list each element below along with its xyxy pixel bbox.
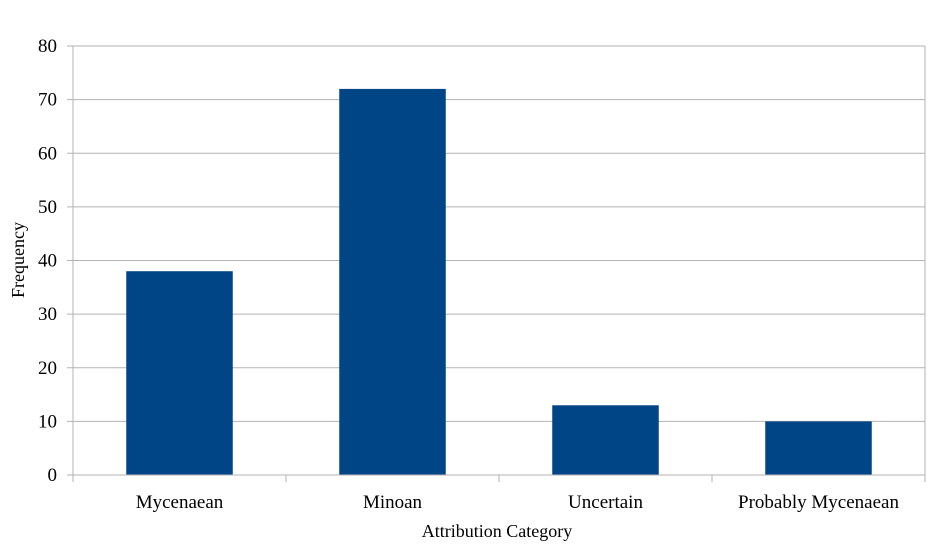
y-tick-label: 20 — [38, 358, 57, 379]
y-tick-label: 10 — [38, 411, 57, 432]
x-tick-labels: Mycenaean Minoan Uncertain Probably Mycenae… — [136, 492, 900, 513]
y-tick-label: 80 — [38, 36, 57, 57]
y-tick-label: 70 — [38, 90, 57, 111]
bar-minoan — [339, 88, 446, 476]
y-tick-label: 60 — [38, 143, 57, 164]
x-tick-label: Uncertain — [568, 492, 643, 513]
y-tick-label: 40 — [38, 251, 57, 272]
x-tick-label: Probably Mycenaean — [738, 492, 899, 513]
bars — [126, 88, 872, 476]
y-tick-labels: 0 10 20 30 40 50 60 70 80 — [38, 36, 57, 486]
axes — [72, 46, 926, 482]
bar-mycenaean — [126, 271, 233, 475]
x-tick-label: Minoan — [363, 492, 423, 513]
x-axis-title: Attribution Category — [422, 521, 572, 541]
y-tick-label: 0 — [48, 465, 58, 486]
y-axis-title: Frequency — [8, 222, 28, 298]
bar-uncertain — [552, 405, 659, 475]
y-tick-label: 30 — [38, 304, 57, 325]
y-tick-label: 50 — [38, 197, 57, 218]
bar-probably-mycenaean — [765, 421, 872, 475]
x-tick-label: Mycenaean — [136, 492, 224, 513]
